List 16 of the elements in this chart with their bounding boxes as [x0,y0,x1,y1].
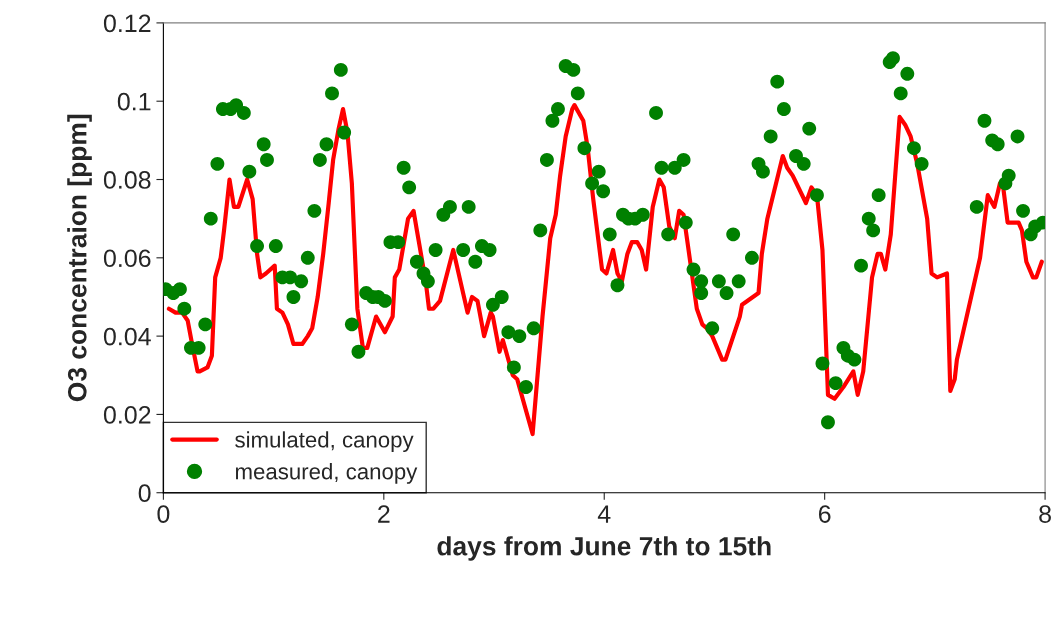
y-tick-label: 0.1 [117,92,151,111]
legend-label: measured, canopy [235,463,418,484]
y-tick-label: 0 [138,484,151,503]
y-tick-label: 0.12 [103,14,151,33]
x-tick-label: 2 [378,505,390,523]
x-axis-title: days from June 7th to 15th [437,536,771,561]
x-tick-label: 4 [597,505,611,523]
y-tick-label: 0.04 [103,327,151,346]
x-tick-label: 6 [818,505,831,523]
x-tick-label: 0 [157,505,170,523]
y-axis-title: O3 concentraion [ppm] [67,114,92,402]
y-tick-label: 0.06 [103,249,151,268]
y-tick-label: 0.08 [103,171,151,189]
x-tick-label: 8 [1039,505,1051,523]
legend-label: simulated, canopy [235,431,414,453]
y-tick-label: 0.02 [103,406,151,424]
